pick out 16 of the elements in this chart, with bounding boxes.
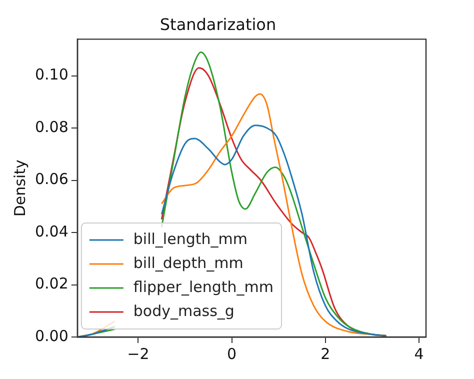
y-tick-label: 0.06 [34, 170, 68, 188]
y-axis-title: Density [10, 159, 29, 217]
legend-label: body_mass_g [133, 302, 234, 320]
y-tick-label: 0.00 [34, 326, 68, 345]
x-tick-label: 0 [227, 344, 237, 363]
x-tick-label: 4 [414, 344, 424, 363]
x-tick-label: 2 [320, 344, 330, 363]
y-tick-label: 0.02 [34, 274, 68, 293]
legend-label: bill_length_mm [133, 230, 248, 248]
y-tick-label: 0.08 [34, 118, 68, 136]
x-tick-label: −2 [127, 344, 150, 363]
chart-title: Standarization [160, 14, 276, 34]
legend-label: bill_depth_mm [133, 254, 244, 272]
y-tick-label: 0.10 [34, 66, 68, 84]
y-tick-label: 0.04 [34, 222, 68, 240]
legend-label: flipper_length_mm [133, 278, 274, 296]
